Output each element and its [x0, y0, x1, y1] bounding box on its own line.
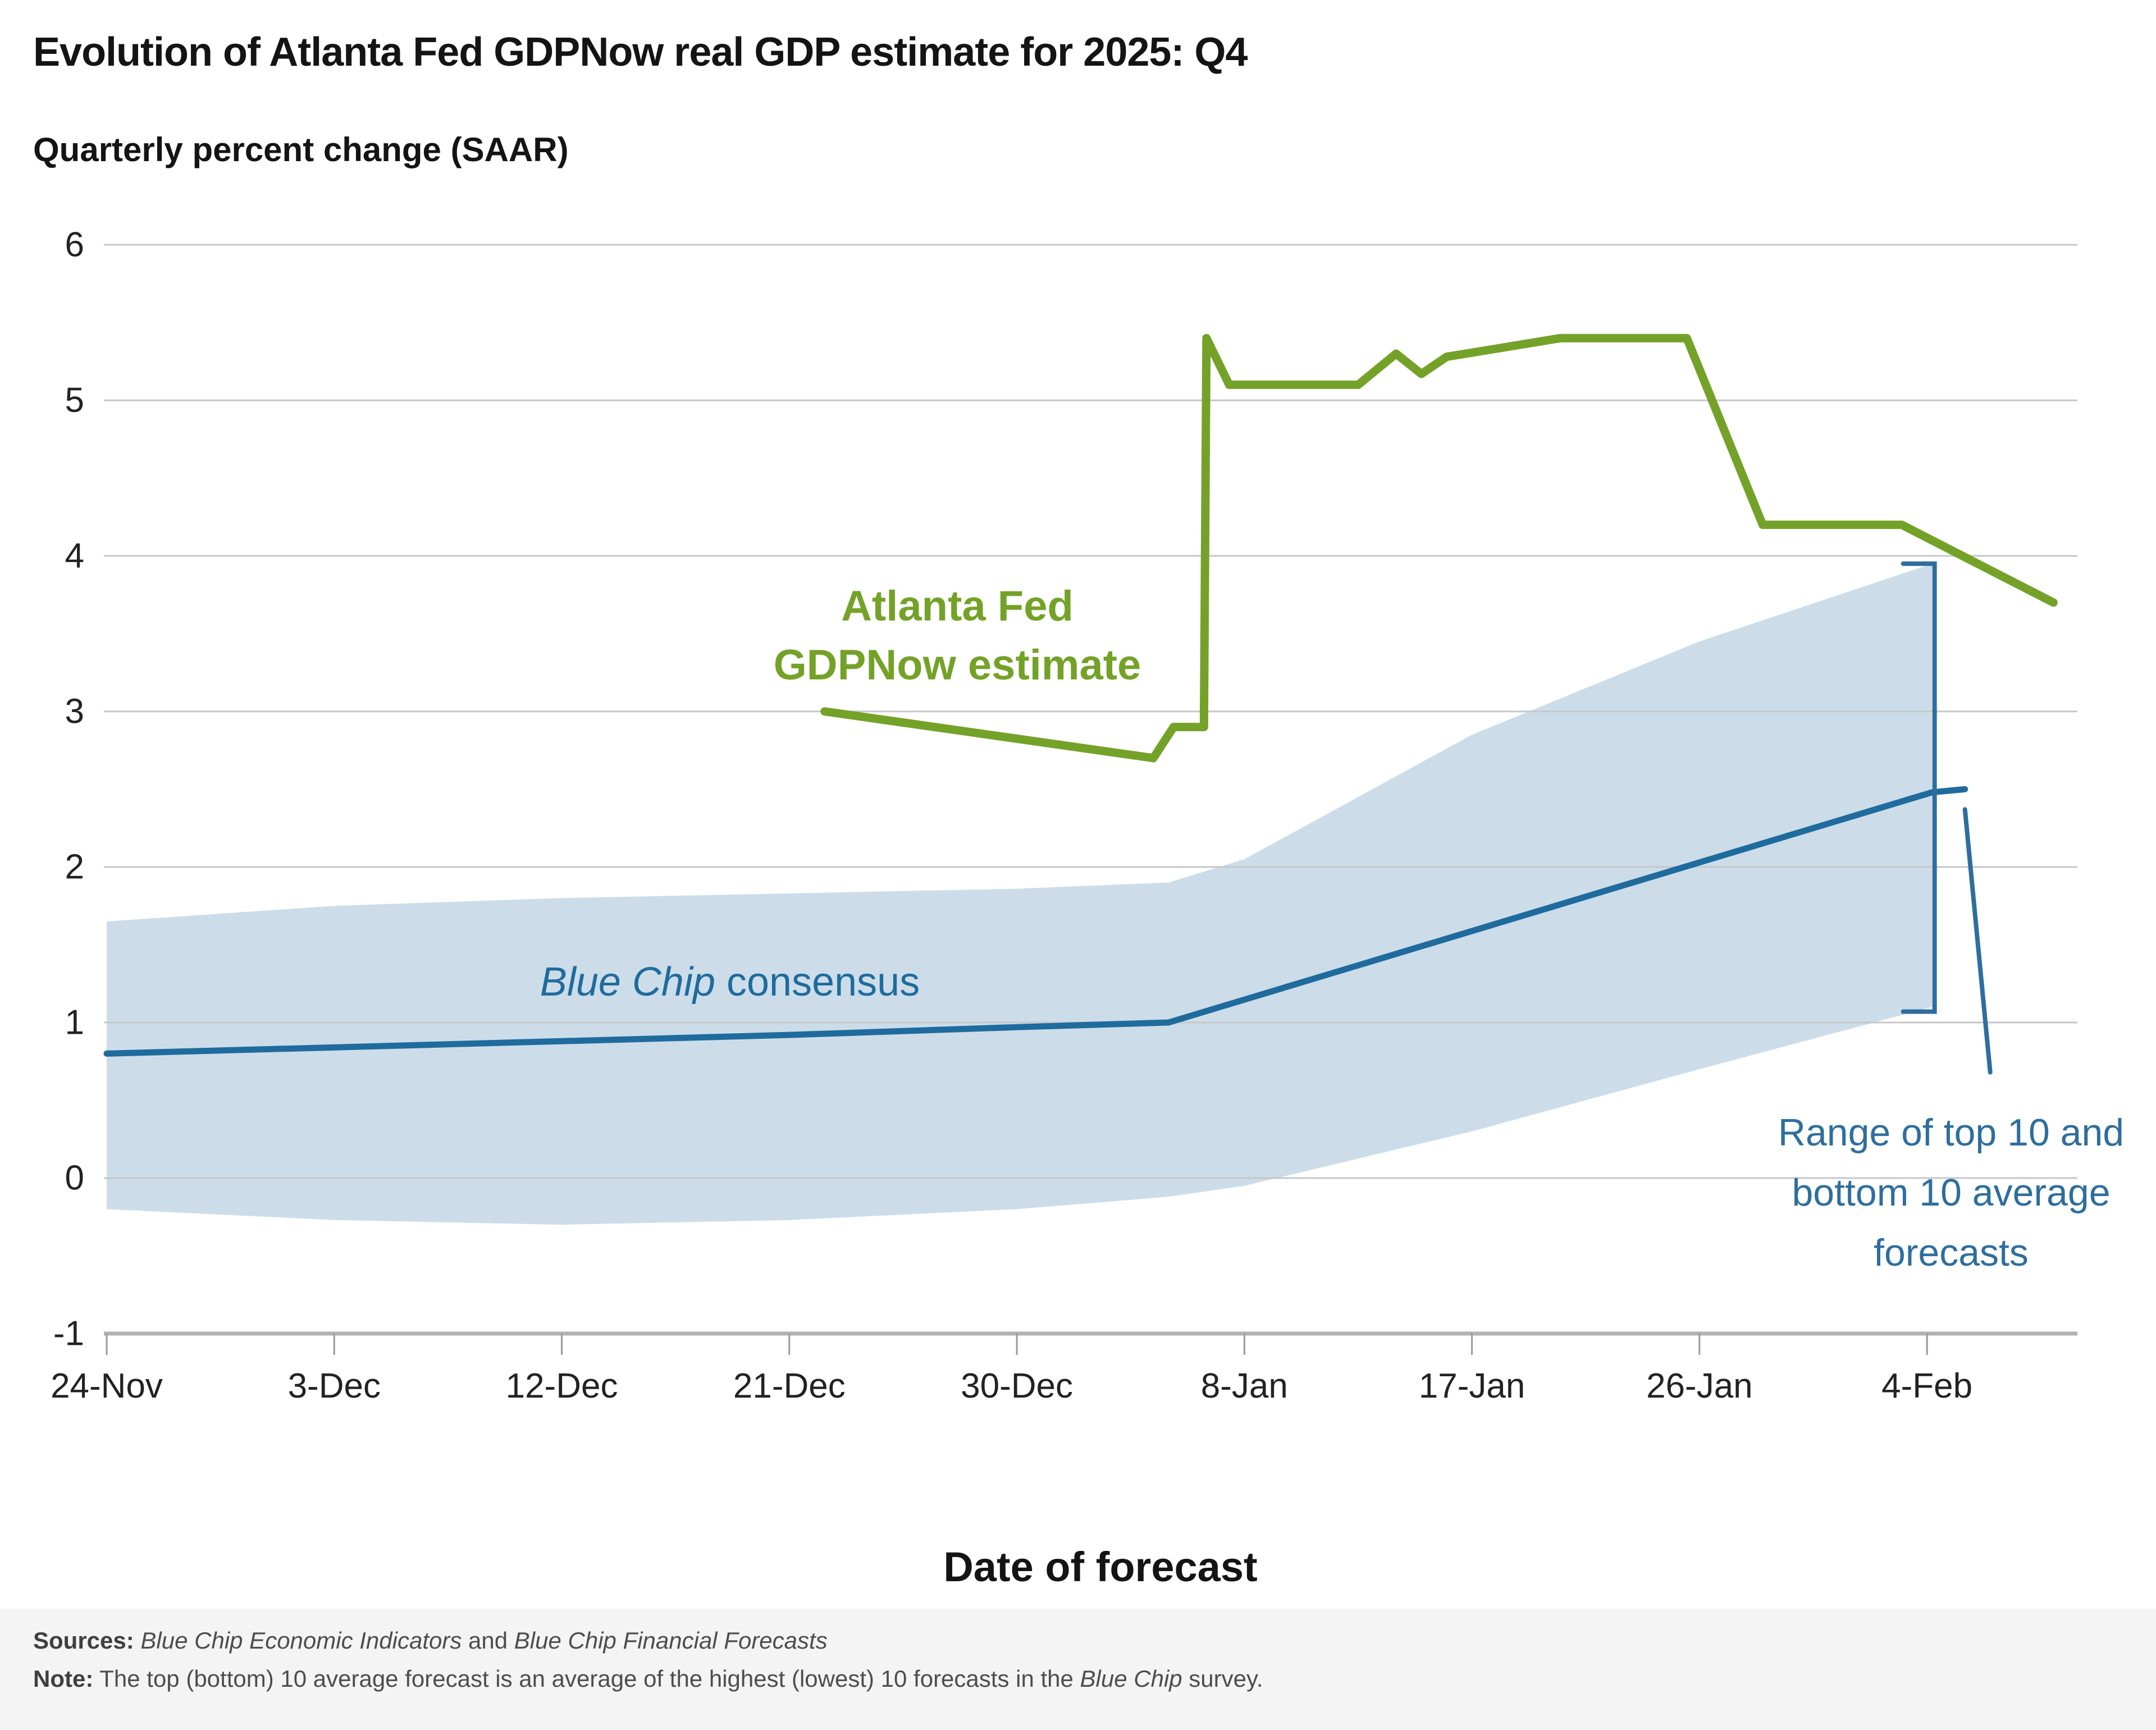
x-tick-label-30-Dec: 30-Dec — [961, 1366, 1073, 1406]
x-tick-label-3-Dec: 3-Dec — [288, 1366, 381, 1406]
gdpnow-series-label: Atlanta Fed GDPNow estimate — [592, 577, 1322, 695]
note-text-pre: The top (bottom) 10 average forecast is … — [93, 1665, 1080, 1692]
x-tick-label-12-Dec: 12-Dec — [506, 1366, 618, 1406]
gdpnow-chart-page: Evolution of Atlanta Fed GDPNow real GDP… — [0, 0, 2156, 1730]
x-tick-label-4-Feb: 4-Feb — [1881, 1366, 1972, 1406]
sources-line: Sources: Blue Chip Economic Indicators a… — [33, 1627, 828, 1654]
x-axis-title: Date of forecast — [651, 1543, 1550, 1591]
gdpnow-series-label-line2: GDPNow estimate — [774, 641, 1141, 689]
y-tick-label-4: 4 — [11, 536, 84, 576]
y-tick-label--1: -1 — [11, 1314, 84, 1354]
gdp-forecast-chart — [0, 0, 2156, 1730]
x-tick-label-21-Dec: 21-Dec — [733, 1366, 846, 1406]
bluechip-series-label: Blue Chip consensus — [393, 959, 1067, 1005]
bluechip-series-label-italic: Blue Chip — [540, 960, 715, 1005]
x-tick-label-8-Jan: 8-Jan — [1201, 1366, 1288, 1406]
note-text-post: survey. — [1182, 1665, 1263, 1692]
x-tick-label-24-Nov: 24-Nov — [51, 1366, 163, 1406]
note-label: Note: — [33, 1665, 93, 1692]
x-tick-label-26-Jan: 26-Jan — [1646, 1366, 1753, 1406]
x-tick-label-17-Jan: 17-Jan — [1419, 1366, 1525, 1406]
sources-and: and — [462, 1627, 514, 1654]
note-text-italic: Blue Chip — [1080, 1665, 1182, 1692]
sources-title-1: Blue Chip Economic Indicators — [140, 1627, 462, 1654]
y-axis-units-label: Quarterly percent change (SAAR) — [33, 130, 569, 169]
range-annotation-label: Range of top 10 and bottom 10 average fo… — [1757, 1103, 2145, 1282]
y-tick-label-1: 1 — [11, 1003, 84, 1043]
sources-space — [134, 1627, 141, 1654]
note-line: Note: The top (bottom) 10 average foreca… — [33, 1665, 1263, 1692]
sources-title-2: Blue Chip Financial Forecasts — [514, 1627, 828, 1654]
y-tick-label-5: 5 — [11, 381, 84, 421]
y-tick-label-6: 6 — [11, 225, 84, 265]
chart-title: Evolution of Atlanta Fed GDPNow real GDP… — [33, 29, 1247, 75]
gdpnow-series-label-line1: Atlanta Fed — [841, 582, 1074, 630]
sources-label: Sources: — [33, 1627, 134, 1654]
bluechip-series-label-regular: consensus — [715, 960, 920, 1005]
y-tick-label-3: 3 — [11, 692, 84, 732]
y-tick-label-0: 0 — [11, 1158, 84, 1198]
y-tick-label-2: 2 — [11, 847, 84, 887]
range-callout-line — [1965, 810, 1990, 1072]
